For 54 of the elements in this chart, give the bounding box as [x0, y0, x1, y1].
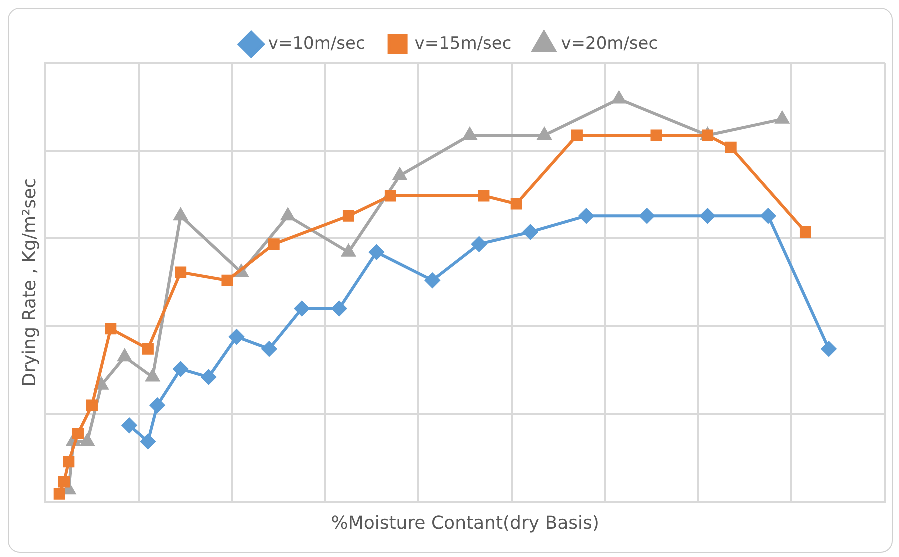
legend-label: v=10m/sec: [268, 34, 366, 54]
point: [268, 238, 280, 250]
point: [150, 398, 166, 413]
point: [86, 400, 98, 412]
point: [142, 343, 154, 355]
point: [523, 224, 538, 240]
point: [105, 323, 117, 335]
point: [332, 301, 347, 316]
point: [229, 329, 244, 344]
point: [538, 128, 552, 140]
point: [201, 370, 216, 385]
point: [173, 362, 188, 377]
point: [725, 142, 737, 154]
point: [822, 342, 837, 357]
point: [94, 378, 108, 390]
point: [281, 208, 295, 221]
point: [72, 428, 84, 440]
x-axis-title: %Moisture Contant(dry Basis): [331, 512, 600, 534]
point: [54, 488, 66, 500]
point: [140, 434, 156, 450]
point: [760, 208, 776, 224]
point: [579, 208, 594, 224]
point: [700, 208, 716, 224]
point: [800, 226, 812, 238]
point: [425, 273, 440, 288]
point: [463, 128, 477, 140]
point: [146, 370, 160, 382]
point: [342, 244, 356, 257]
point: [369, 244, 384, 260]
point: [571, 130, 583, 142]
legend-label: v=15m/sec: [414, 34, 512, 54]
point: [342, 210, 354, 222]
point: [63, 456, 75, 468]
y-axis-title: Drying Rate , Kg/m²sec: [19, 178, 40, 387]
point: [174, 208, 188, 221]
point: [58, 476, 70, 488]
point: [294, 301, 310, 316]
point: [118, 350, 132, 362]
point: [472, 236, 487, 252]
point: [122, 418, 138, 434]
point: [175, 266, 187, 278]
point: [612, 92, 626, 104]
point: [222, 274, 234, 286]
point: [510, 198, 522, 210]
point: [262, 342, 277, 357]
point: [650, 130, 662, 142]
point: [384, 190, 396, 202]
point: [478, 190, 490, 202]
legend-label: v=20m/sec: [561, 34, 658, 54]
point: [702, 130, 714, 142]
point: [80, 434, 94, 446]
point: [776, 112, 790, 124]
point: [393, 168, 407, 180]
point: [640, 208, 655, 224]
